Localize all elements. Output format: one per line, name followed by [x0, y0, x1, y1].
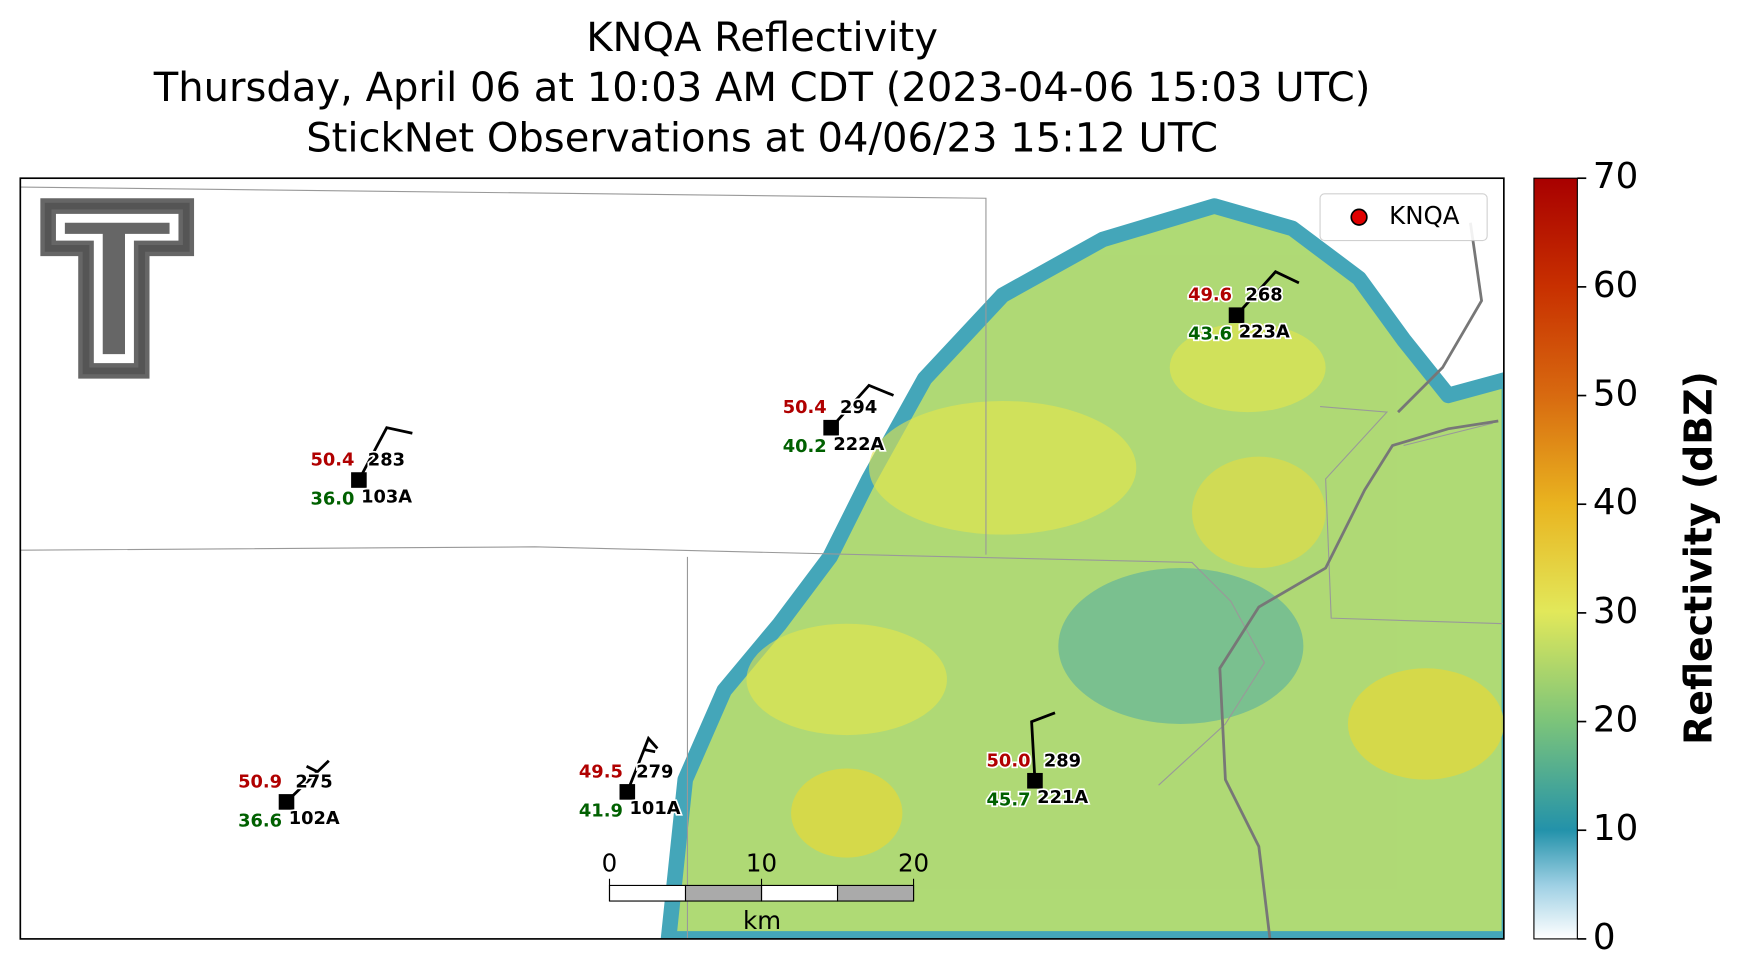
station-marker	[823, 419, 839, 436]
station-id: 103A	[361, 486, 412, 507]
legend-label: KNQA	[1389, 201, 1460, 230]
scale-segment	[608, 884, 687, 902]
subtitle: Thursday, April 06 at 10:03 AM CDT (2023…	[153, 65, 1371, 111]
wind-barb	[357, 426, 413, 481]
station-marker	[351, 472, 367, 488]
colorbar-tick-label: 60	[1593, 265, 1638, 306]
scale-bar: km 0 10 20	[602, 848, 929, 935]
legend-marker	[1350, 208, 1368, 226]
colorbar-tick-label: 70	[1593, 156, 1638, 197]
station-marker	[1027, 772, 1043, 789]
direction: 268	[1245, 285, 1282, 306]
colorbar-tick-label: 10	[1593, 808, 1638, 849]
temperature: 50.9	[238, 771, 282, 792]
direction: 279	[636, 761, 673, 782]
dewpoint: 43.6	[1188, 324, 1232, 345]
scale-segment	[760, 884, 839, 902]
scale-segment	[836, 884, 915, 902]
direction: 289	[1044, 750, 1081, 771]
dewpoint: 36.6	[238, 810, 282, 831]
dewpoint: 41.9	[579, 800, 623, 821]
temperature: 49.6	[1188, 285, 1232, 306]
temperature: 50.4	[310, 450, 354, 471]
map-area	[20, 178, 1504, 939]
direction: 275	[295, 771, 332, 792]
direction: 294	[840, 397, 877, 418]
ttu-logo	[40, 198, 195, 379]
station-id: 222A	[833, 434, 884, 455]
colorbar: Reflectivity (dBZ) 0 10 20 30 40 50 60 70	[1533, 156, 1720, 958]
colorbar-label: Reflectivity (dBZ)	[1676, 371, 1720, 745]
temperature: 50.4	[783, 397, 827, 418]
scale-label: 0	[602, 848, 618, 877]
scale-segment	[684, 884, 763, 902]
colorbar-tick-label: 20	[1593, 700, 1638, 741]
station-marker	[619, 784, 636, 800]
stations: 50.4 283 36.0 103A 50.4 294 40.2 222A 49.6 268 43.…	[236, 270, 1300, 833]
wind-barb	[1235, 270, 1300, 317]
station-id: 223A	[1239, 321, 1290, 342]
station-marker	[278, 794, 295, 810]
scale-label: 20	[898, 848, 929, 877]
temperature: 49.5	[579, 761, 623, 782]
colorbar-tick-label: 30	[1593, 591, 1638, 632]
wind-barb	[830, 383, 895, 429]
dewpoint: 36.0	[310, 489, 354, 510]
colorbar-tick-label: 50	[1593, 374, 1638, 415]
wind-barb	[1030, 711, 1056, 781]
direction: 283	[368, 450, 405, 471]
dewpoint: 40.2	[783, 436, 827, 457]
station-marker	[1228, 307, 1245, 323]
scale-unit: km	[743, 906, 781, 935]
observation-time: StickNet Observations at 04/06/23 15:12 …	[306, 115, 1218, 161]
station-id: 221A	[1037, 787, 1088, 808]
station-id: 101A	[630, 798, 681, 819]
station-id: 102A	[289, 808, 340, 829]
scale-label: 10	[746, 848, 777, 877]
legend: KNQA	[1319, 193, 1488, 242]
dewpoint: 45.7	[987, 789, 1031, 810]
temperature: 50.0	[987, 750, 1031, 771]
title: KNQA Reflectivity	[586, 15, 938, 61]
map-frame	[19, 177, 1505, 940]
colorbar-tick-label: 0	[1593, 917, 1616, 958]
wind-barb	[626, 735, 659, 793]
colorbar-tick-label: 40	[1593, 482, 1638, 523]
